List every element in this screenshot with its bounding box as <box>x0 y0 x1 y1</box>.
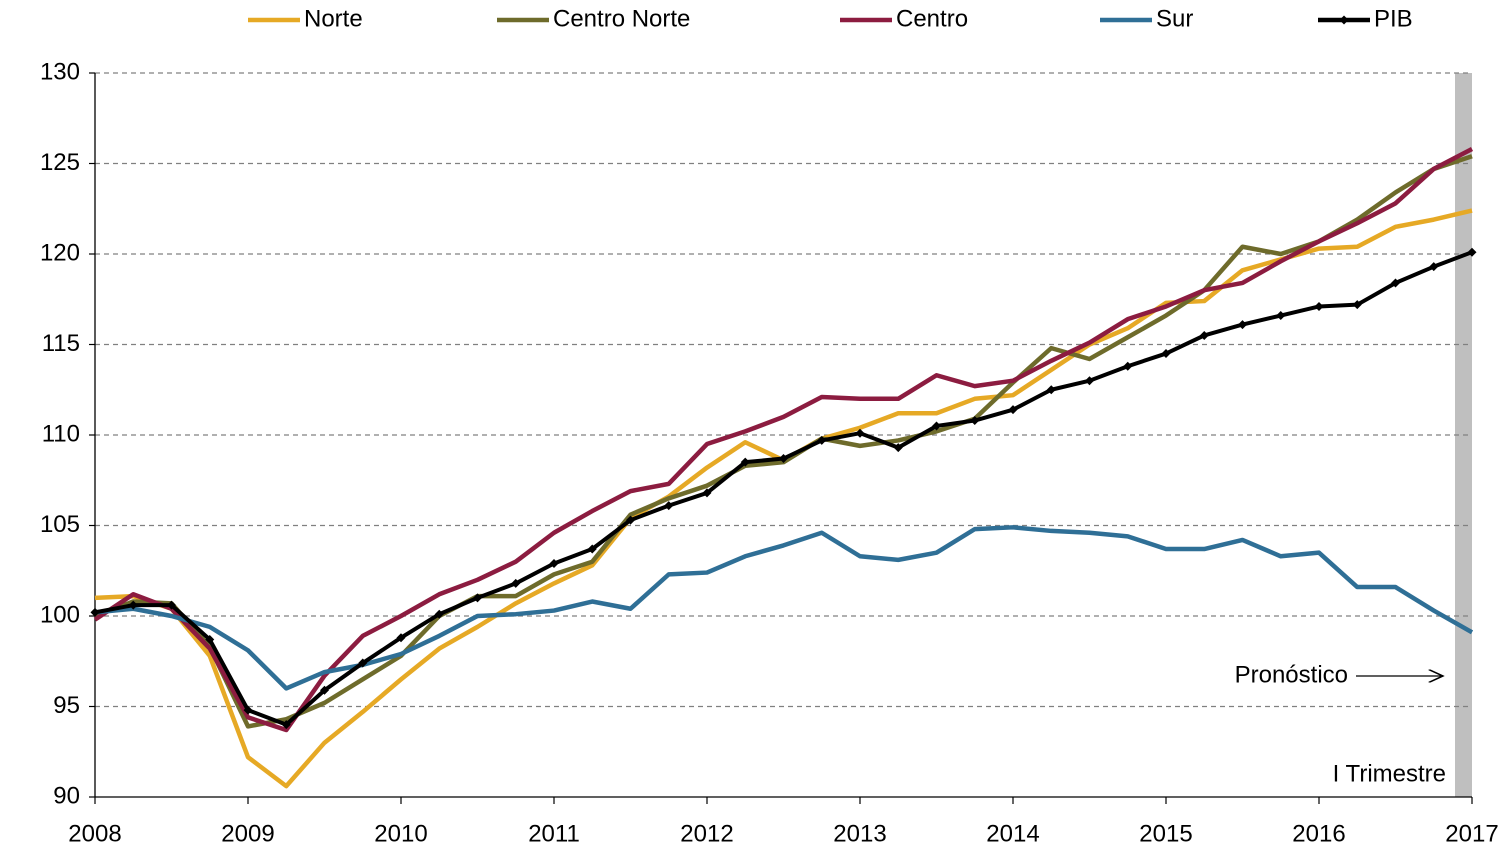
marker <box>243 705 253 715</box>
series-line <box>94 250 1473 727</box>
x-tick-label: 2008 <box>68 820 121 847</box>
x-tick-label: 2011 <box>528 820 580 847</box>
legend-label: Centro <box>896 5 968 32</box>
annotation: I Trimestre <box>1333 760 1446 787</box>
marker <box>1352 300 1362 310</box>
marker <box>473 593 482 603</box>
marker <box>128 600 138 610</box>
marker <box>1123 361 1133 371</box>
y-tick-label: 130 <box>40 58 80 85</box>
series-line <box>94 154 1473 729</box>
marker <box>1391 278 1400 288</box>
marker <box>817 435 827 445</box>
legend-label: Sur <box>1156 5 1193 32</box>
marker <box>740 457 750 467</box>
x-tick-label: 2012 <box>680 820 733 847</box>
marker <box>1276 311 1286 321</box>
y-tick-label: 105 <box>40 511 80 538</box>
marker <box>549 559 559 569</box>
x-tick-label: 2016 <box>1292 820 1345 847</box>
marker <box>893 443 903 453</box>
legend-marker <box>1339 15 1349 25</box>
annotation: Pronóstico <box>1235 661 1348 688</box>
marker <box>855 428 865 438</box>
y-tick-label: 95 <box>53 692 80 719</box>
series-line <box>94 525 1474 691</box>
marker <box>1467 247 1477 257</box>
marker <box>281 720 291 730</box>
series-line <box>93 147 1474 733</box>
legend-label: Norte <box>304 5 363 32</box>
marker <box>320 685 329 695</box>
marker <box>970 416 980 426</box>
marker <box>167 600 176 610</box>
legend-label: Centro Norte <box>553 5 690 32</box>
marker <box>1161 349 1171 359</box>
legend-label: PIB <box>1374 5 1413 32</box>
x-tick-label: 2015 <box>1139 820 1192 847</box>
marker <box>932 421 941 431</box>
marker <box>205 635 215 645</box>
marker <box>358 658 368 668</box>
marker <box>1199 330 1209 340</box>
y-tick-label: 90 <box>53 782 80 809</box>
marker <box>1238 320 1247 330</box>
y-tick-label: 125 <box>40 149 80 176</box>
marker <box>664 501 674 511</box>
marker <box>434 609 444 619</box>
marker <box>702 488 712 498</box>
marker <box>1429 262 1439 272</box>
marker <box>779 454 788 464</box>
x-tick-label: 2010 <box>374 820 427 847</box>
marker <box>511 578 521 588</box>
x-tick-label: 2013 <box>833 820 886 847</box>
y-tick-label: 100 <box>40 601 80 628</box>
y-tick-label: 110 <box>42 420 80 447</box>
marker <box>1046 385 1056 395</box>
y-tick-label: 120 <box>40 239 80 266</box>
marker <box>626 515 635 525</box>
marker <box>90 607 100 617</box>
marker <box>587 544 597 554</box>
x-tick-label: 2017 <box>1445 820 1498 847</box>
y-tick-label: 115 <box>42 330 80 357</box>
marker <box>1008 405 1018 415</box>
marker <box>1314 301 1324 311</box>
series-line <box>94 208 1473 789</box>
marker <box>396 633 406 643</box>
marker <box>1085 376 1094 386</box>
x-tick-label: 2009 <box>221 820 274 847</box>
x-tick-label: 2014 <box>986 820 1039 847</box>
